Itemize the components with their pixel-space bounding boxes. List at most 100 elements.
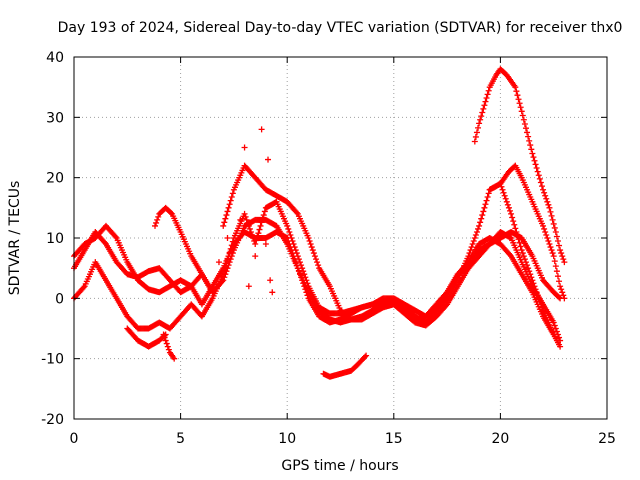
- data-point: [556, 294, 563, 301]
- data-point: [267, 277, 274, 284]
- data-point: [477, 116, 484, 123]
- x-tick-label: 5: [176, 431, 185, 447]
- data-point: [161, 334, 168, 341]
- data-point: [269, 289, 276, 296]
- data-point: [528, 146, 535, 153]
- data-point: [293, 209, 300, 216]
- data-point: [303, 277, 310, 284]
- data-point: [550, 220, 557, 227]
- data-point: [548, 247, 555, 254]
- data-point: [481, 102, 488, 109]
- x-tick-label: 10: [278, 431, 296, 447]
- data-point: [171, 355, 178, 362]
- data-point: [525, 133, 532, 140]
- data-point: [485, 87, 492, 94]
- data-point: [165, 346, 172, 353]
- y-tick-label: 0: [55, 291, 64, 307]
- data-point: [292, 247, 299, 254]
- data-point: [513, 88, 520, 95]
- data-point: [153, 219, 160, 226]
- data-point: [249, 231, 256, 238]
- data-point: [473, 129, 480, 136]
- data-point: [517, 104, 524, 111]
- data-point: [546, 204, 553, 211]
- data-point: [255, 230, 262, 237]
- data-point: [469, 241, 476, 248]
- data-point: [305, 235, 312, 241]
- data-point: [468, 244, 475, 251]
- data-point: [215, 259, 222, 266]
- data-point: [550, 319, 557, 326]
- x-tick-label: 20: [491, 431, 509, 447]
- data-point: [554, 238, 561, 245]
- data-point: [518, 247, 525, 254]
- data-point: [288, 235, 295, 241]
- data-point: [222, 263, 229, 270]
- data-point: [544, 198, 551, 205]
- data-point: [443, 290, 450, 297]
- data-point: [220, 271, 227, 278]
- data-point: [561, 259, 568, 266]
- data-point: [285, 225, 292, 232]
- data-point: [164, 343, 171, 350]
- series-track-5: [160, 331, 178, 362]
- data-point: [521, 120, 528, 127]
- plot-frame: [73, 56, 608, 420]
- data-point: [314, 259, 321, 266]
- data-point: [543, 231, 550, 238]
- data-point: [241, 144, 248, 151]
- data-point: [545, 238, 552, 245]
- data-point: [155, 213, 162, 220]
- data-point: [480, 105, 487, 112]
- data-point: [224, 256, 231, 263]
- data-point: [154, 216, 161, 223]
- data-point: [529, 150, 536, 157]
- data-point: [551, 322, 558, 329]
- data-point: [559, 289, 566, 296]
- data-point: [525, 265, 532, 272]
- data-point: [524, 129, 531, 136]
- data-point: [254, 233, 261, 240]
- y-tick-label: 20: [46, 171, 64, 187]
- data-point: [559, 253, 566, 260]
- data-point: [548, 212, 555, 219]
- data-point: [535, 172, 542, 179]
- data-point: [242, 213, 249, 220]
- data-point: [537, 179, 544, 186]
- data-point: [245, 222, 252, 229]
- data-point: [516, 239, 523, 246]
- data-point: [299, 265, 306, 272]
- data-point: [547, 208, 554, 215]
- data-point: [290, 241, 297, 248]
- data-point: [259, 215, 266, 222]
- data-point: [544, 235, 551, 241]
- data-point: [224, 208, 231, 215]
- data-point: [223, 260, 230, 267]
- data-point: [261, 208, 268, 215]
- data-point: [553, 268, 560, 275]
- data-point: [480, 208, 487, 215]
- data-point: [479, 212, 486, 219]
- data-point: [300, 268, 307, 275]
- data-point: [500, 189, 507, 196]
- data-point: [226, 249, 233, 256]
- data-point: [554, 331, 561, 338]
- data-point: [228, 242, 235, 249]
- data-point: [547, 244, 554, 251]
- data-point: [552, 263, 559, 270]
- data-point: [551, 258, 558, 265]
- data-point: [515, 96, 522, 103]
- data-point: [517, 243, 524, 250]
- data-point: [541, 225, 548, 232]
- data-point: [556, 242, 563, 249]
- data-point: [476, 120, 483, 127]
- data-point: [227, 245, 234, 252]
- data-point: [229, 238, 236, 245]
- data-point: [478, 215, 485, 222]
- data-point: [505, 204, 512, 211]
- data-point: [237, 216, 244, 223]
- data-point: [560, 256, 567, 263]
- data-point: [362, 353, 369, 360]
- data-point: [470, 238, 477, 245]
